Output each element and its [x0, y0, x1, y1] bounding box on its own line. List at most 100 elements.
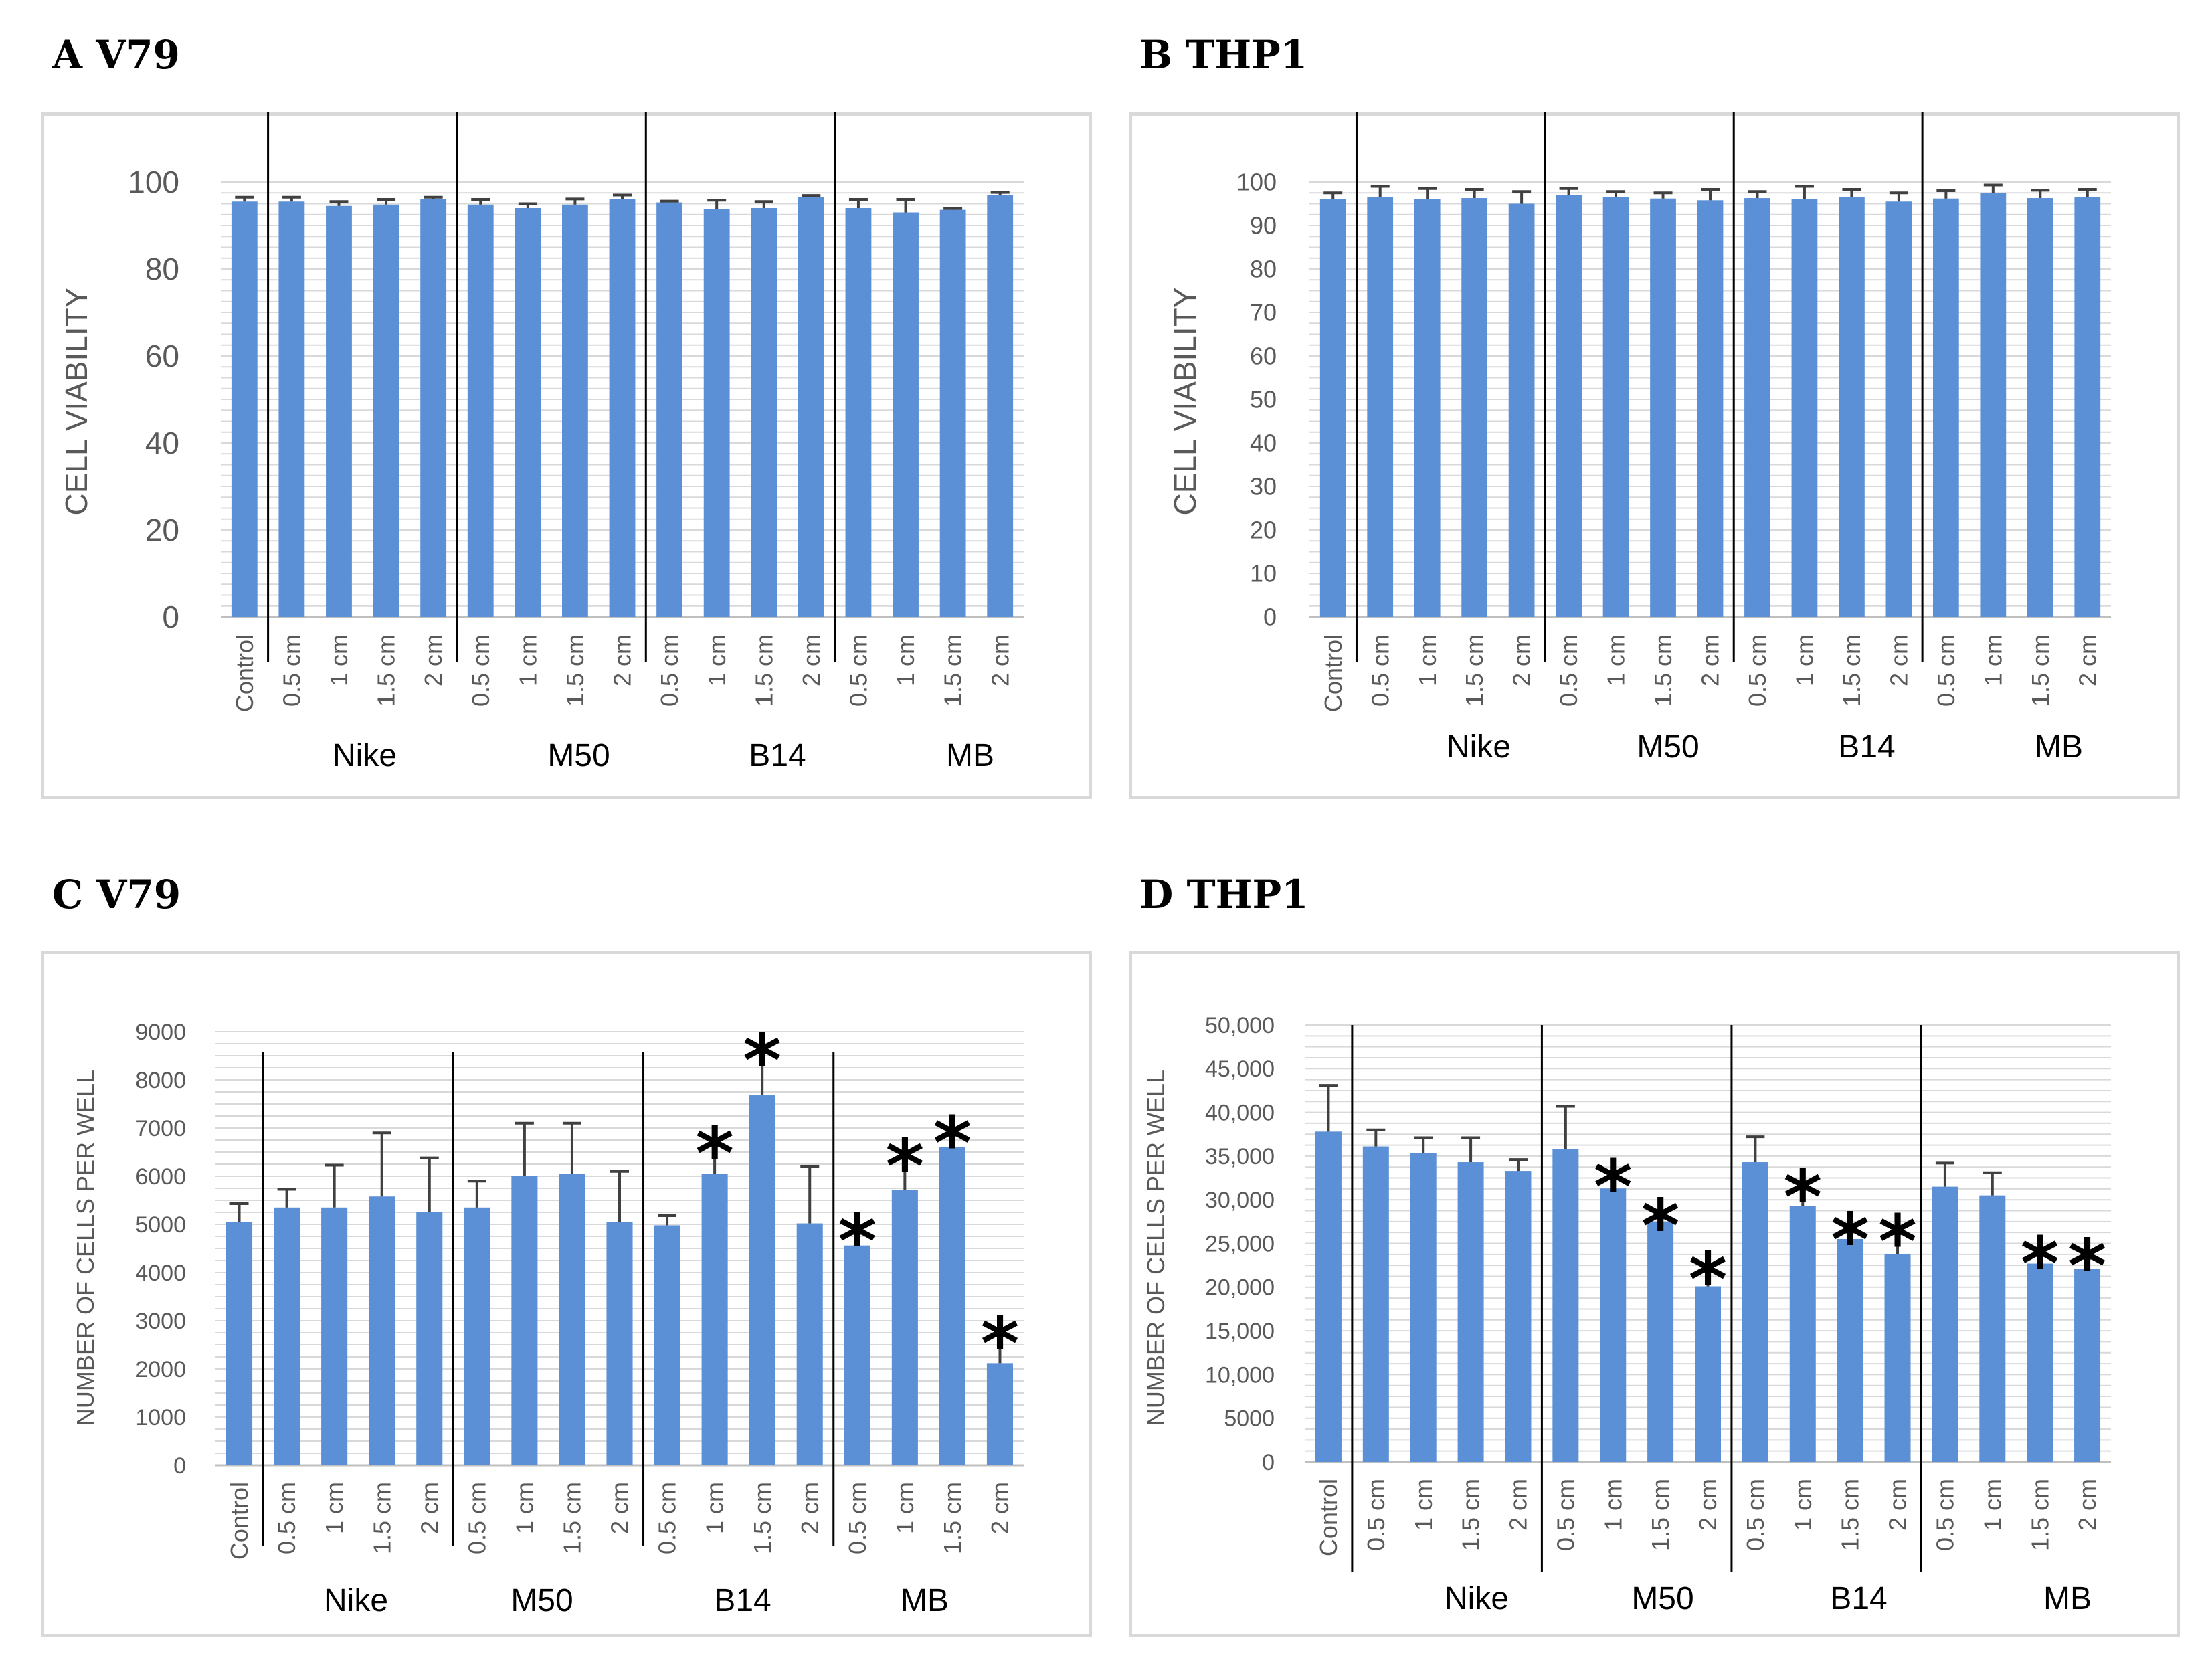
- panel-c-group-label-b14: B14: [714, 1583, 771, 1618]
- panel-d-category-label: 1.5 cm: [1647, 1479, 1674, 1551]
- panel-d-y-tick-label: 40,000: [1205, 1101, 1275, 1126]
- panel-a-y-tick-label: 100: [128, 165, 179, 199]
- panel-c-category-label: 2 cm: [416, 1482, 443, 1534]
- panel-c-y-tick-label: 2000: [135, 1357, 186, 1382]
- panel-b-bar: [1980, 193, 2007, 617]
- panel-b-category-label: 2 cm: [1885, 634, 1912, 686]
- panel-b-category-label: Control: [1319, 634, 1347, 712]
- panel-b-bar: [1697, 200, 1724, 617]
- panel-b-bar: [2027, 198, 2053, 617]
- panel-b-y-tick-label: 30: [1250, 473, 1277, 500]
- panel-d-category-label: Control: [1315, 1479, 1342, 1556]
- panel-d-group-label-m50: M50: [1631, 1581, 1693, 1616]
- panel-b-bar: [1602, 197, 1629, 617]
- panel-c-bar: [844, 1245, 870, 1465]
- panel-a-bar: [420, 199, 447, 617]
- panel-d-bar: [2074, 1269, 2101, 1462]
- panel-a-y-tick-label: 20: [145, 512, 179, 547]
- panel-c-significance-star: *: [981, 1301, 1020, 1386]
- panel-d-bar: [1647, 1221, 1674, 1462]
- panel-d-significance-star: *: [1689, 1236, 1728, 1322]
- panel-c-y-tick-label: 5000: [135, 1212, 186, 1238]
- panel-b-y-tick-label: 70: [1250, 299, 1277, 326]
- panel-d-y-tick-label: 35,000: [1205, 1144, 1275, 1170]
- panel-a-group-label-mb: MB: [946, 738, 994, 773]
- panel-d-y-tick-label: 45,000: [1205, 1056, 1275, 1082]
- panel-d-category-label: 2 cm: [1505, 1479, 1532, 1531]
- panel-d-y-tick-label: 15,000: [1205, 1319, 1275, 1344]
- panel-d-significance-star: *: [2021, 1221, 2059, 1307]
- panel-b-category-label: 2 cm: [1697, 634, 1724, 686]
- panel-d-y-tick-label: 30,000: [1205, 1188, 1275, 1213]
- panel-a-bar: [278, 201, 305, 617]
- panel-a-bar: [326, 205, 352, 617]
- panel-d-y-tick-label: 10,000: [1205, 1362, 1275, 1388]
- panel-d-bar: [1932, 1186, 1958, 1462]
- panel-a-category-label: 0.5 cm: [278, 634, 305, 707]
- panel-d-bar: [1362, 1146, 1389, 1462]
- panel-d-y-tick-label: 5000: [1224, 1406, 1275, 1432]
- panel-d-significance-star: *: [1594, 1144, 1633, 1230]
- panel-a-bar: [987, 195, 1014, 617]
- panel-c-category-label: 2 cm: [796, 1482, 824, 1534]
- panel-b-category-label: 2 cm: [2074, 634, 2101, 686]
- panel-a-category-label: 0.5 cm: [656, 634, 683, 707]
- panel-b-category-label: 0.5 cm: [1555, 634, 1582, 707]
- panel-a-bar: [751, 208, 777, 617]
- panel-c-bar: [511, 1176, 538, 1465]
- panel-c-category-label: 1.5 cm: [559, 1482, 586, 1554]
- panel-d-category-label: 2 cm: [1694, 1479, 1722, 1531]
- panel-a-category-label: 1 cm: [703, 634, 731, 686]
- panel-d-bar: [1457, 1162, 1484, 1462]
- panel-b-category-label: 1.5 cm: [1461, 634, 1488, 707]
- panel-b-y-tick-label: 80: [1250, 256, 1277, 283]
- panel-c-bar: [321, 1207, 348, 1465]
- panel-b-y-tick-label: 20: [1250, 517, 1277, 544]
- panel-a-bar: [515, 208, 541, 617]
- panel-b-bar: [1508, 203, 1535, 617]
- panel-a-category-label: 1 cm: [892, 634, 919, 686]
- panel-a-category-label: 1.5 cm: [373, 634, 400, 707]
- panel-c-category-label: 2 cm: [606, 1482, 634, 1534]
- panel-a-group-label-b14: B14: [749, 738, 806, 773]
- panel-b-bar: [1839, 197, 1865, 617]
- panel-d-bar: [1505, 1171, 1532, 1462]
- panel-b-category-label: 0.5 cm: [1366, 634, 1394, 707]
- panel-c-y-tick-label: 0: [173, 1453, 186, 1479]
- panel-a-y-axis-title: CELL VIABILITY: [59, 288, 94, 516]
- panel-c-chart: 0 1000 2000 3000 4000 5000 6000 7000 8000 9000 NUM…: [72, 1018, 1024, 1618]
- panel-b-y-tick-label: 40: [1250, 430, 1277, 457]
- panel-c-y-tick-label: 9000: [135, 1020, 186, 1045]
- panel-b-y-tick-label: 100: [1236, 169, 1277, 196]
- panel-c-category-label: 1 cm: [701, 1482, 729, 1534]
- panel-a-category-label: 1.5 cm: [939, 634, 967, 707]
- panel-c-group-label-m50: M50: [511, 1583, 573, 1618]
- panel-b-category-label: 1.5 cm: [1838, 634, 1865, 707]
- panel-c-significance-star: *: [838, 1199, 877, 1285]
- panel-d-category-label: 0.5 cm: [1932, 1479, 1959, 1551]
- panel-c-bar: [559, 1174, 585, 1465]
- panel-d-bar: [1789, 1206, 1816, 1462]
- panel-c-bar: [701, 1174, 728, 1465]
- panel-a-category-label: 1 cm: [514, 634, 541, 686]
- panel-c-category-label: 0.5 cm: [463, 1482, 490, 1554]
- panel-c-category-label: 1 cm: [320, 1482, 348, 1534]
- panel-a-bar: [373, 204, 399, 617]
- panel-d-category-label: 1.5 cm: [1837, 1479, 1864, 1551]
- panel-c-category-label: 0.5 cm: [273, 1482, 300, 1554]
- panel-b-category-label: 2 cm: [1508, 634, 1536, 686]
- panel-c-category-label: 0.5 cm: [654, 1482, 681, 1554]
- panel-a-y-tick-label: 40: [145, 426, 179, 460]
- panel-a-group-label-nike: Nike: [333, 738, 397, 773]
- panel-b-bar: [1744, 198, 1770, 617]
- panel-d-significance-star: *: [1641, 1184, 1680, 1269]
- panel-a-bar: [893, 212, 919, 617]
- panel-d-category-label: 1.5 cm: [2026, 1479, 2053, 1551]
- panel-d-significance-star: *: [1878, 1199, 1917, 1285]
- panel-c-bar: [369, 1196, 395, 1465]
- panel-b-category-label: 1.5 cm: [2027, 634, 2054, 707]
- panel-c-group-label-mb: MB: [901, 1583, 949, 1618]
- panel-a-category-label: 1.5 cm: [561, 634, 589, 707]
- panel-a-title: A V79: [52, 32, 180, 78]
- panel-a-bar: [609, 199, 636, 617]
